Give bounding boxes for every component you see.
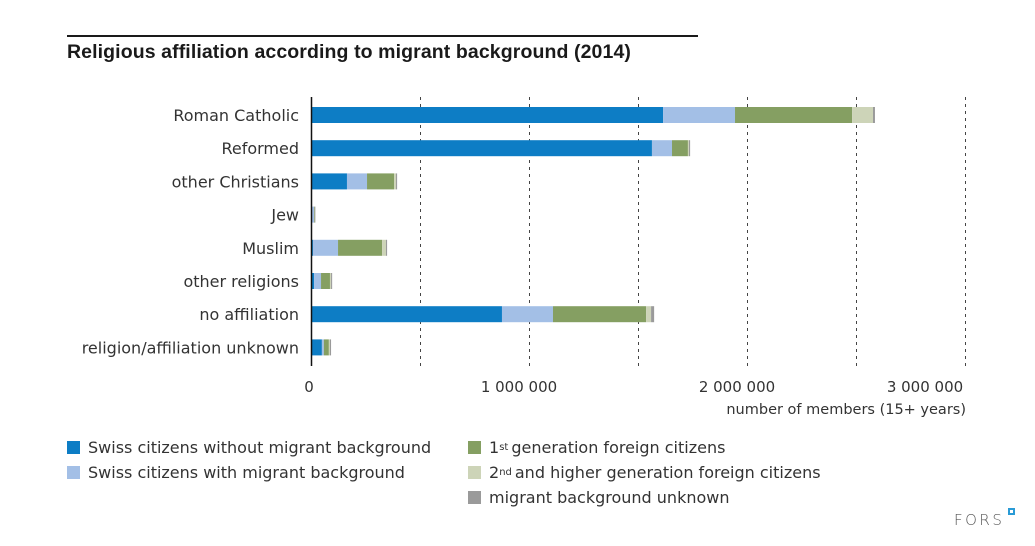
bar-segment (382, 239, 386, 256)
bar-segment (311, 107, 664, 123)
bar-segment (873, 107, 875, 123)
chart-title: Religious affiliation according to migra… (67, 41, 631, 63)
bar-segment (311, 339, 322, 356)
bar-segment (396, 173, 398, 190)
bar-segment (367, 173, 395, 190)
bar-segment (331, 273, 333, 289)
bar-segment (672, 140, 688, 157)
bar-segment (312, 206, 315, 223)
legend-label: Swiss citizens with migrant background (88, 463, 405, 482)
bar-segment (852, 107, 874, 123)
x-tick-label: 3 000 000 (887, 378, 963, 396)
bar-segment (385, 239, 388, 256)
bar-segment (646, 306, 652, 323)
category-label: Jew (270, 206, 299, 225)
bar-segment (311, 140, 652, 157)
category-label: Muslim (242, 239, 299, 258)
bar-segment (689, 140, 691, 157)
category-label: Roman Catholic (173, 106, 299, 125)
legend-swatch (67, 441, 80, 454)
legend-label-sup: st (499, 442, 509, 453)
bar-segment (311, 273, 315, 289)
bar-segment (687, 140, 690, 157)
bar-segment (312, 239, 339, 256)
bar-segment (311, 173, 347, 190)
bar-segment (338, 239, 383, 256)
x-tick-label: 0 (304, 378, 314, 396)
bar-segment (311, 306, 502, 323)
bar-segment (735, 107, 853, 123)
x-tick-label: 1 000 000 (481, 378, 557, 396)
title-rule (67, 35, 698, 37)
bar-segment (314, 206, 316, 223)
legend-label-number: 1 (489, 438, 500, 457)
bar-segment (321, 339, 324, 356)
chart-area: Roman Catholic Reformed other Christians Je… (82, 97, 966, 418)
bar-segment (329, 273, 332, 289)
fors-logo: FORS (954, 511, 1005, 529)
legend-label: and higher generation foreign citizens (514, 463, 821, 482)
fors-logo-icon (1008, 508, 1015, 515)
bar-segment (321, 273, 330, 289)
legend-label: generation foreign citizens (511, 438, 726, 457)
legend-swatch (468, 466, 481, 479)
legend-item-swiss-with-migrant: Swiss citizens with migrant background (67, 463, 405, 482)
category-label: no affiliation (199, 305, 299, 324)
legend-label: Swiss citizens without migrant backgroun… (88, 438, 432, 457)
bar-segment (501, 306, 553, 323)
bar-segment (552, 306, 647, 323)
bar-segment (394, 173, 397, 190)
bar-segment (651, 306, 655, 323)
bar-segment (323, 339, 329, 356)
category-label: religion/affiliation unknown (82, 338, 299, 357)
bar-segment (328, 339, 330, 356)
x-axis-title: number of members (15+ years) (726, 402, 966, 418)
bar-segment (651, 140, 673, 157)
bar-segment (314, 206, 315, 223)
legend-label: migrant background unknown (489, 488, 730, 507)
category-label: other Christians (172, 172, 299, 191)
bar-segment (329, 339, 332, 356)
legend-swatch (468, 441, 481, 454)
legend-swatch (67, 466, 80, 479)
legend-swatch (468, 491, 481, 504)
legend-item-swiss-no-migrant: Swiss citizens without migrant backgroun… (67, 438, 431, 457)
bar-segment (314, 273, 322, 289)
x-tick-label: 2 000 000 (699, 378, 775, 396)
bar-segment (663, 107, 736, 123)
category-label: Reformed (221, 139, 299, 158)
category-label: other religions (183, 272, 299, 291)
legend-label-number: 2 (489, 463, 500, 482)
legend-item-unknown: migrant background unknown (468, 488, 730, 507)
bar-segment (346, 173, 368, 190)
legend-label-sup: nd (499, 467, 512, 478)
